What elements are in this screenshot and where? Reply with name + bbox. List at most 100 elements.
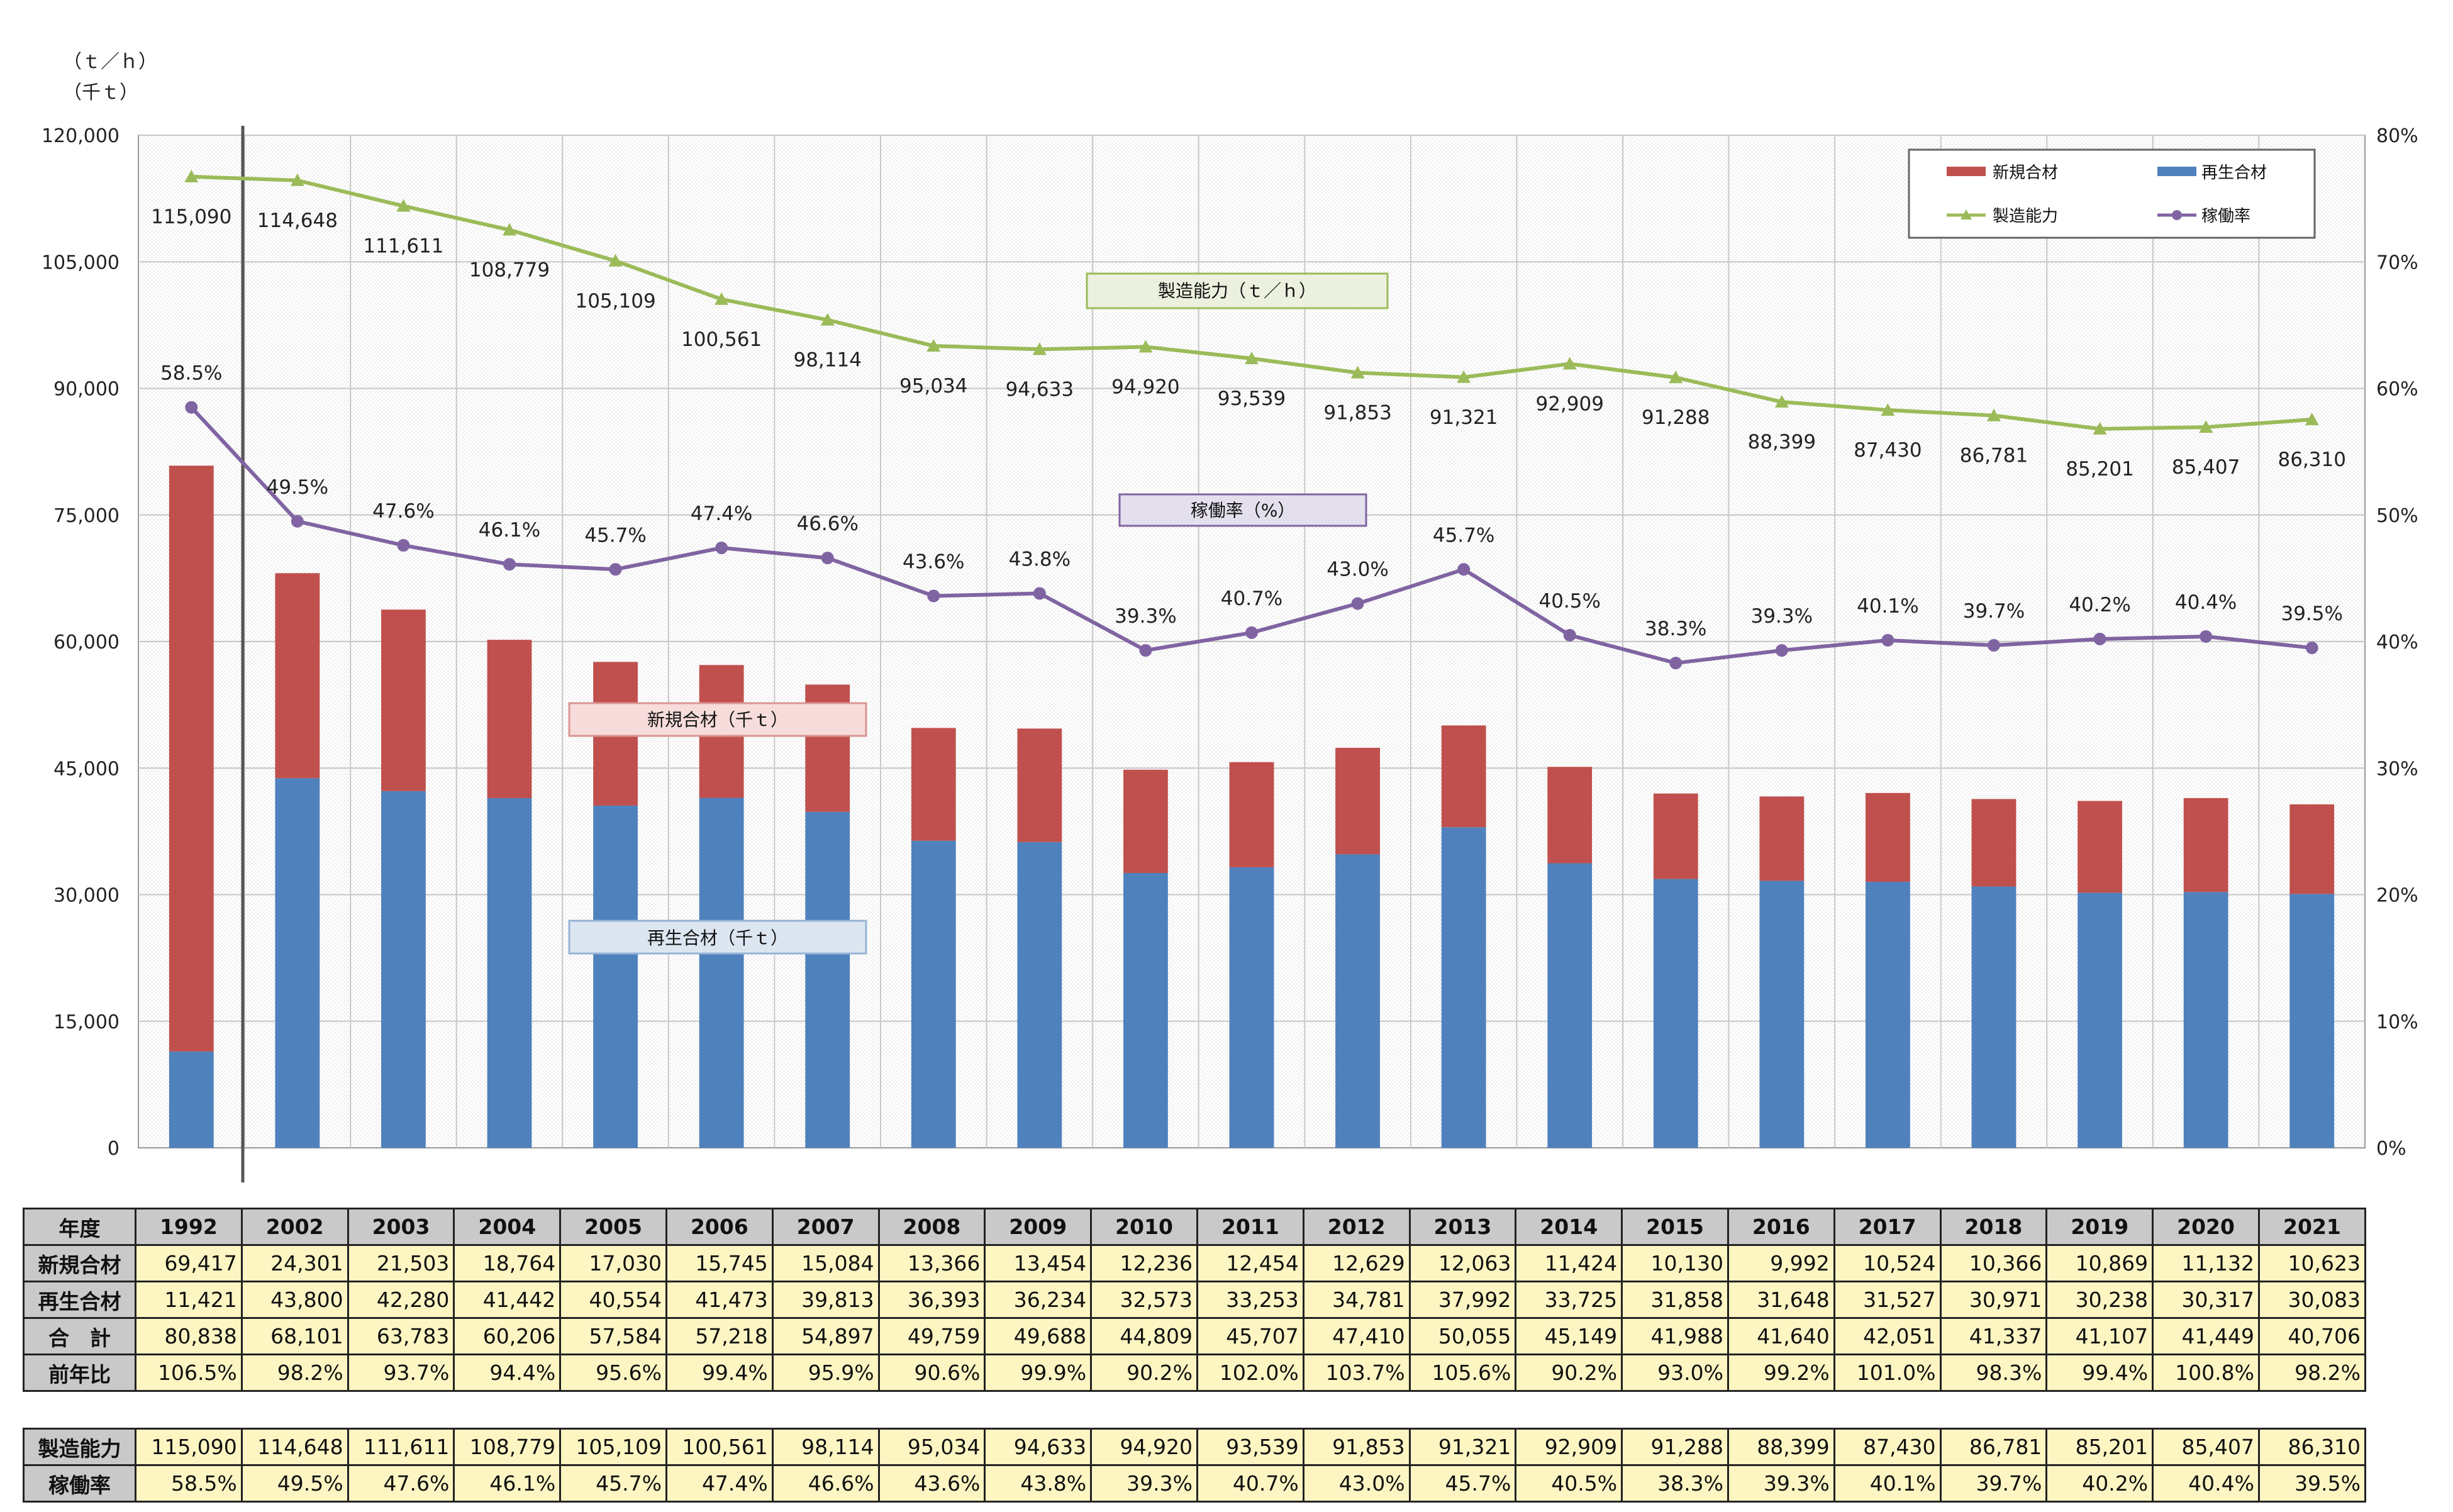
marker-rate — [1139, 644, 1152, 657]
table-cell: 41,473 — [665, 1281, 774, 1319]
marker-rate — [1881, 633, 1894, 647]
table-year-cell: 2013 — [1408, 1208, 1517, 1246]
marker-capacity — [2199, 420, 2213, 433]
bar-recycled — [805, 811, 850, 1148]
table-cell: 30,083 — [2257, 1281, 2367, 1319]
label-capacity: 111,611 — [363, 235, 443, 258]
table-year-cell: 2020 — [2152, 1208, 2260, 1246]
marker-rate — [1669, 657, 1683, 670]
marker-capacity — [1245, 352, 1259, 365]
legend-marker-capacity — [1961, 209, 1972, 220]
bar-new — [2183, 798, 2228, 892]
table-cell: 94,920 — [1090, 1428, 1198, 1466]
marker-rate — [715, 542, 728, 555]
marker-rate — [609, 563, 622, 576]
table-cell: 90.2% — [1515, 1354, 1623, 1392]
table-cell: 47,410 — [1302, 1317, 1411, 1355]
label-capacity: 105,109 — [575, 290, 655, 313]
y-right-tick-label: 0% — [2376, 1138, 2406, 1160]
table-cell: 40.4% — [2152, 1464, 2260, 1503]
marker-rate — [1033, 587, 1046, 600]
table-cell: 86,310 — [2257, 1428, 2367, 1466]
label-capacity: 91,853 — [1323, 402, 1391, 425]
y-left-tick-label: 15,000 — [53, 1011, 120, 1033]
label-rate: 40.1% — [1857, 595, 1918, 618]
unit-label-kt: （千ｔ） — [63, 82, 138, 104]
table-header-row: 年度 1992 2002 2003 2004 2005 2006 2007 2008 2009 20… — [23, 1208, 2367, 1246]
table-cell: 46.6% — [771, 1464, 880, 1503]
label-capacity: 91,288 — [1642, 406, 1710, 429]
marker-capacity — [1138, 340, 1153, 353]
marker-capacity — [608, 253, 623, 267]
label-capacity: 93,539 — [1218, 387, 1286, 410]
table-cell: 40.7% — [1196, 1464, 1304, 1503]
table-year-cell: 2009 — [984, 1208, 1093, 1246]
label-rate: 45.7% — [1433, 524, 1494, 547]
table-cell: 106.5% — [135, 1354, 243, 1392]
table-cell: 111,611 — [347, 1428, 455, 1466]
table-cell: 93.0% — [1621, 1354, 1729, 1392]
bar-new — [911, 728, 956, 841]
marker-capacity — [1350, 365, 1365, 379]
marker-capacity — [1987, 408, 2001, 421]
table-year-cell: 2016 — [1727, 1208, 1835, 1246]
y-left-tick-label: 0 — [108, 1138, 120, 1160]
table-year-cell: 2003 — [347, 1208, 455, 1246]
table-row: 前年比 106.5% 98.2% 93.7% 94.4% 95.6% 99.4% 95.9% 9… — [23, 1354, 2367, 1392]
table-cell: 40,554 — [559, 1281, 667, 1319]
y-right-tick-label: 20% — [2376, 885, 2418, 907]
table-year-cell: 2012 — [1302, 1208, 1411, 1246]
table-cell: 36,393 — [877, 1281, 986, 1319]
table-year-cell: 1992 — [135, 1208, 243, 1246]
table-cell: 41,988 — [1621, 1317, 1729, 1355]
table-cell: 42,280 — [347, 1281, 455, 1319]
table-row-label: 新規合材 — [23, 1244, 136, 1282]
table-cell: 37,992 — [1408, 1281, 1517, 1319]
svg-text:再生合材（千ｔ）: 再生合材（千ｔ） — [647, 928, 788, 948]
table-row-label: 前年比 — [23, 1354, 136, 1392]
table-cell: 40,706 — [2257, 1317, 2367, 1355]
table-cell: 45,149 — [1515, 1317, 1623, 1355]
y-left-tick-label: 90,000 — [53, 379, 120, 401]
table-cell: 93.7% — [347, 1354, 455, 1392]
y-left-tick-label: 45,000 — [53, 758, 120, 780]
label-rate: 45.7% — [584, 524, 646, 547]
table-cell: 115,090 — [135, 1428, 243, 1466]
svg-text:稼働率（%）: 稼働率（%） — [1191, 500, 1296, 521]
table-cell: 41,640 — [1727, 1317, 1835, 1355]
table-cell: 49.5% — [240, 1464, 349, 1503]
bar-new — [275, 573, 320, 779]
label-rate: 46.6% — [796, 513, 858, 535]
table-year-cell: 2008 — [877, 1208, 986, 1246]
label-rate: 43.0% — [1327, 559, 1388, 581]
table-cell: 39,813 — [771, 1281, 880, 1319]
legend-swatch-new — [1947, 167, 1986, 176]
table-cell: 100.8% — [2152, 1354, 2260, 1392]
marker-rate — [185, 401, 198, 414]
table-cell: 98.2% — [240, 1354, 349, 1392]
label-capacity: 108,779 — [469, 259, 550, 282]
table-cell: 31,858 — [1621, 1281, 1729, 1319]
table-cell: 33,253 — [1196, 1281, 1304, 1319]
table-cell: 41,449 — [2152, 1317, 2260, 1355]
label-rate: 49.5% — [267, 476, 328, 499]
table-cell: 9,992 — [1727, 1244, 1835, 1282]
table-cell: 33,725 — [1515, 1281, 1623, 1319]
bar-recycled — [381, 791, 426, 1148]
bar-recycled — [1653, 879, 1698, 1148]
bar-recycled — [1335, 854, 1380, 1148]
table-row: 製造能力 115,090 114,648 111,611 108,779 105,109 1… — [23, 1428, 2367, 1466]
bar-new — [1653, 793, 1698, 879]
label-rate: 40.7% — [1221, 587, 1282, 610]
table-year-cell: 2015 — [1621, 1208, 1729, 1246]
table-year-cell: 2018 — [1939, 1208, 2048, 1246]
data-table-capacity: 製造能力 115,090 114,648 111,611 108,779 105,109 1… — [23, 1428, 2367, 1503]
bar-recycled — [275, 778, 320, 1148]
table-cell: 63,783 — [347, 1317, 455, 1355]
table-cell: 12,236 — [1090, 1244, 1198, 1282]
table-cell: 40.5% — [1515, 1464, 1623, 1503]
table-row: 稼働率 58.5% 49.5% 47.6% 46.1% 45.7% 47.4% 46.6% 43… — [23, 1464, 2367, 1503]
marker-rate — [397, 539, 410, 552]
label-rate: 47.4% — [691, 503, 752, 525]
table-cell: 11,132 — [2152, 1244, 2260, 1282]
